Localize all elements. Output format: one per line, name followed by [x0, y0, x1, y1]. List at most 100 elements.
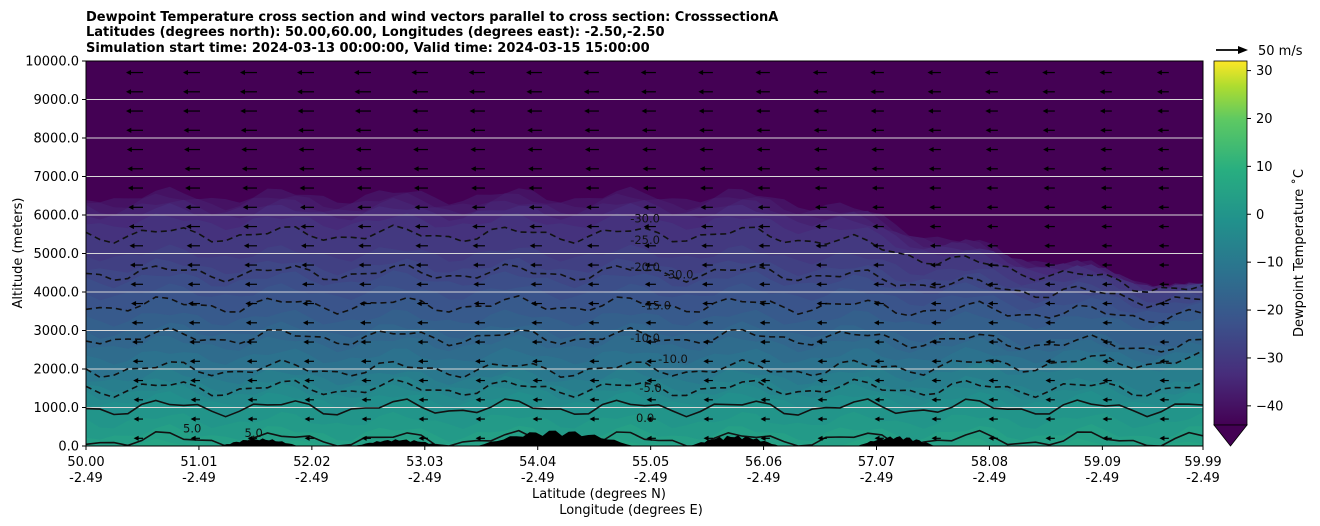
wind-vector [985, 127, 998, 133]
wind-vector [131, 320, 143, 326]
wind-vector [71, 185, 86, 190]
wind-vector [298, 127, 314, 133]
wind-vector [471, 185, 485, 191]
wind-vector [758, 243, 770, 249]
wind-vector [532, 416, 542, 422]
wind-vector [475, 435, 485, 441]
wind-vector [532, 377, 542, 384]
wind-vector [987, 243, 998, 249]
wind-vector [700, 223, 713, 230]
wind-vector [874, 435, 884, 441]
wind-vector [526, 108, 542, 114]
wind-vector [928, 108, 941, 114]
wind-vector [126, 127, 143, 133]
wind-vector [247, 377, 257, 384]
wind-vector [1045, 435, 1055, 441]
wind-vector [987, 300, 998, 307]
wind-vector [816, 320, 827, 326]
wind-vector [245, 320, 257, 326]
wind-vector [475, 377, 485, 384]
wind-vector [702, 300, 713, 307]
wind-vector [242, 185, 257, 191]
wind-vector [355, 127, 371, 133]
wind-vector [589, 416, 599, 422]
wind-vector [927, 69, 941, 76]
wind-vector [417, 320, 428, 326]
x-tick-label: 57.07 [858, 455, 895, 470]
wind-vector [988, 397, 998, 403]
contour-label: -10.0 [658, 352, 688, 366]
wind-vector [303, 358, 314, 364]
wind-vector [356, 166, 371, 172]
wind-vector [985, 89, 998, 95]
wind-vector [872, 223, 884, 230]
wind-vector [358, 243, 371, 249]
wind-vector [931, 320, 941, 326]
wind-vector [125, 89, 143, 95]
wind-vector [587, 262, 599, 268]
wind-vector [1102, 320, 1112, 326]
wind-vector [359, 300, 371, 307]
horizontal-gridlines [86, 99, 1203, 408]
wind-vector [760, 377, 770, 384]
wind-vector [472, 223, 485, 230]
x-tick-label: 52.02 [293, 455, 330, 470]
wind-vector [418, 416, 428, 422]
wind-vector [985, 146, 998, 153]
title-line-2: Latitudes (degrees north): 50.00,60.00, … [86, 25, 665, 40]
wind-vector [930, 281, 941, 287]
x-tick-label: 55.05 [632, 455, 669, 470]
y-tick-label: 4000.0 [34, 286, 80, 301]
wind-vector [1157, 89, 1169, 95]
wind-vector [988, 416, 998, 422]
wind-vector [472, 243, 485, 249]
wind-vector [931, 397, 941, 403]
wind-vector [646, 377, 656, 384]
wind-vector [817, 416, 827, 422]
wind-vector [416, 281, 428, 287]
wind-vector [703, 397, 713, 403]
wind-vector [413, 146, 428, 153]
wind-vector [988, 320, 998, 326]
wind-vector [757, 185, 770, 191]
wind-vector [184, 166, 200, 172]
quiver-key: 50 m/s [1216, 44, 1303, 59]
wind-vector [698, 89, 713, 95]
contour-line [86, 349, 1203, 379]
wind-vector [1099, 89, 1112, 95]
wind-vector [584, 108, 599, 114]
wind-vector [646, 416, 656, 422]
wind-vector [702, 320, 713, 326]
wind-vector [586, 223, 599, 230]
wind-vector [243, 243, 257, 249]
x-axis: 50.00-2.4951.01-2.4952.02-2.4953.03-2.49… [67, 446, 1222, 486]
wind-vector [874, 397, 884, 403]
wind-vector [702, 339, 713, 345]
wind-vector [187, 262, 200, 268]
wind-vector [1101, 204, 1112, 210]
colorbar-tick-label: 30 [1256, 64, 1273, 79]
wind-vector [415, 243, 428, 249]
wind-vector [354, 69, 371, 76]
wind-vector [584, 146, 599, 153]
wind-vector [475, 416, 485, 422]
wind-vector [698, 108, 713, 114]
x-tick-label-2: -2.49 [1186, 471, 1220, 486]
wind-vector [701, 243, 713, 249]
wind-vector [357, 223, 371, 230]
wind-vector [583, 69, 599, 76]
contour-label: -10.0 [630, 331, 660, 345]
wind-vector [870, 108, 884, 114]
wind-vector [1102, 358, 1112, 364]
wind-vector [416, 300, 428, 307]
wind-vector [474, 320, 485, 326]
wind-vector [642, 166, 656, 172]
wind-vector [645, 320, 656, 326]
wind-vector [528, 204, 542, 210]
wind-vector [1102, 435, 1112, 441]
wind-vector [361, 435, 371, 441]
wind-vector [931, 416, 941, 422]
y-tick-label: 3000.0 [34, 324, 80, 339]
chart-title: Dewpoint Temperature cross section and w… [86, 10, 778, 56]
wind-vector [1157, 127, 1169, 133]
